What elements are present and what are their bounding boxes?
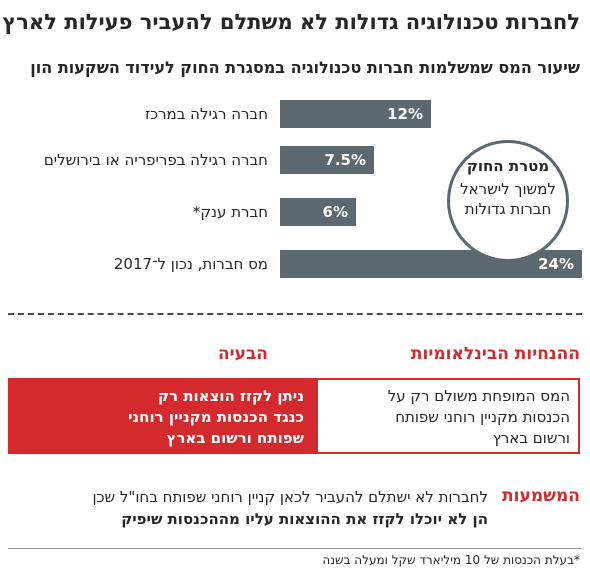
goal-line-1: למשוך לישראל <box>460 180 556 198</box>
goal-circle: מטרת החוק למשוך לישראל חברות גדולות <box>447 140 569 262</box>
implication-line-2: הן לא יוכלו לקזז את ההוצאות עליו מההכנסו… <box>121 510 488 528</box>
section-divider <box>8 313 582 315</box>
category-label-2: חברת ענק* <box>192 203 268 221</box>
guidelines-line-1: המס המופחת משולם רק על <box>387 387 570 405</box>
problem-line-2: כנגד הכנסות מקניין רוחני <box>127 408 304 426</box>
bar-value-label-1: 7.5% <box>324 151 366 169</box>
bar-2 <box>280 198 356 226</box>
problem-box <box>8 378 316 454</box>
bar-1 <box>280 146 374 174</box>
bar-0 <box>280 100 431 128</box>
chart-subtitle: שיעור המס שמשלמות חברות טכנולוגיה במסגרת… <box>30 58 580 77</box>
problem-line-1: ניתן לקזז הוצאות רק <box>157 387 304 405</box>
goal-title: מטרת החוק <box>466 157 550 175</box>
guidelines-line-2: הכנסות מקניין רוחני שפותח <box>395 408 570 426</box>
category-label-1: חברה רגילה בפריפריה או בירושלים <box>43 151 268 169</box>
implication-label: המשמעות <box>502 486 580 506</box>
left-heading: הבעיה <box>217 344 268 364</box>
bar-value-label-2: 6% <box>322 203 348 221</box>
category-label-0: חברה רגילה במרכז <box>144 105 268 123</box>
problem-line-3: שפותח ורשום בארץ <box>166 429 304 447</box>
goal-line-2: חברות גדולות <box>464 200 552 218</box>
bar-chart: 12% חברה רגילה במרכז 7.5% חברה רגילה בפריפר… <box>43 100 582 278</box>
bar-value-label-0: 12% <box>387 105 423 123</box>
bar-value-label-3: 24% <box>538 255 574 273</box>
right-heading: ההנחיות הבינלאומיות <box>410 344 580 364</box>
category-label-3: מס חברות, נכון ל־2017 <box>113 255 268 273</box>
guidelines-line-3: ורשום בארץ <box>492 429 570 447</box>
implication-line-1: לחברות לא ישתלם להעביר לכאן קניין רוחני … <box>92 488 488 506</box>
footnote: *בעלת הכנסות של 10 מיליארד שקל ומעלה בשנ… <box>322 553 580 567</box>
guidelines-box <box>316 378 580 454</box>
chart-title: לחברות טכנולוגיה גדולות לא משתלם להעביר … <box>2 10 580 34</box>
footnote-rule <box>8 548 582 549</box>
